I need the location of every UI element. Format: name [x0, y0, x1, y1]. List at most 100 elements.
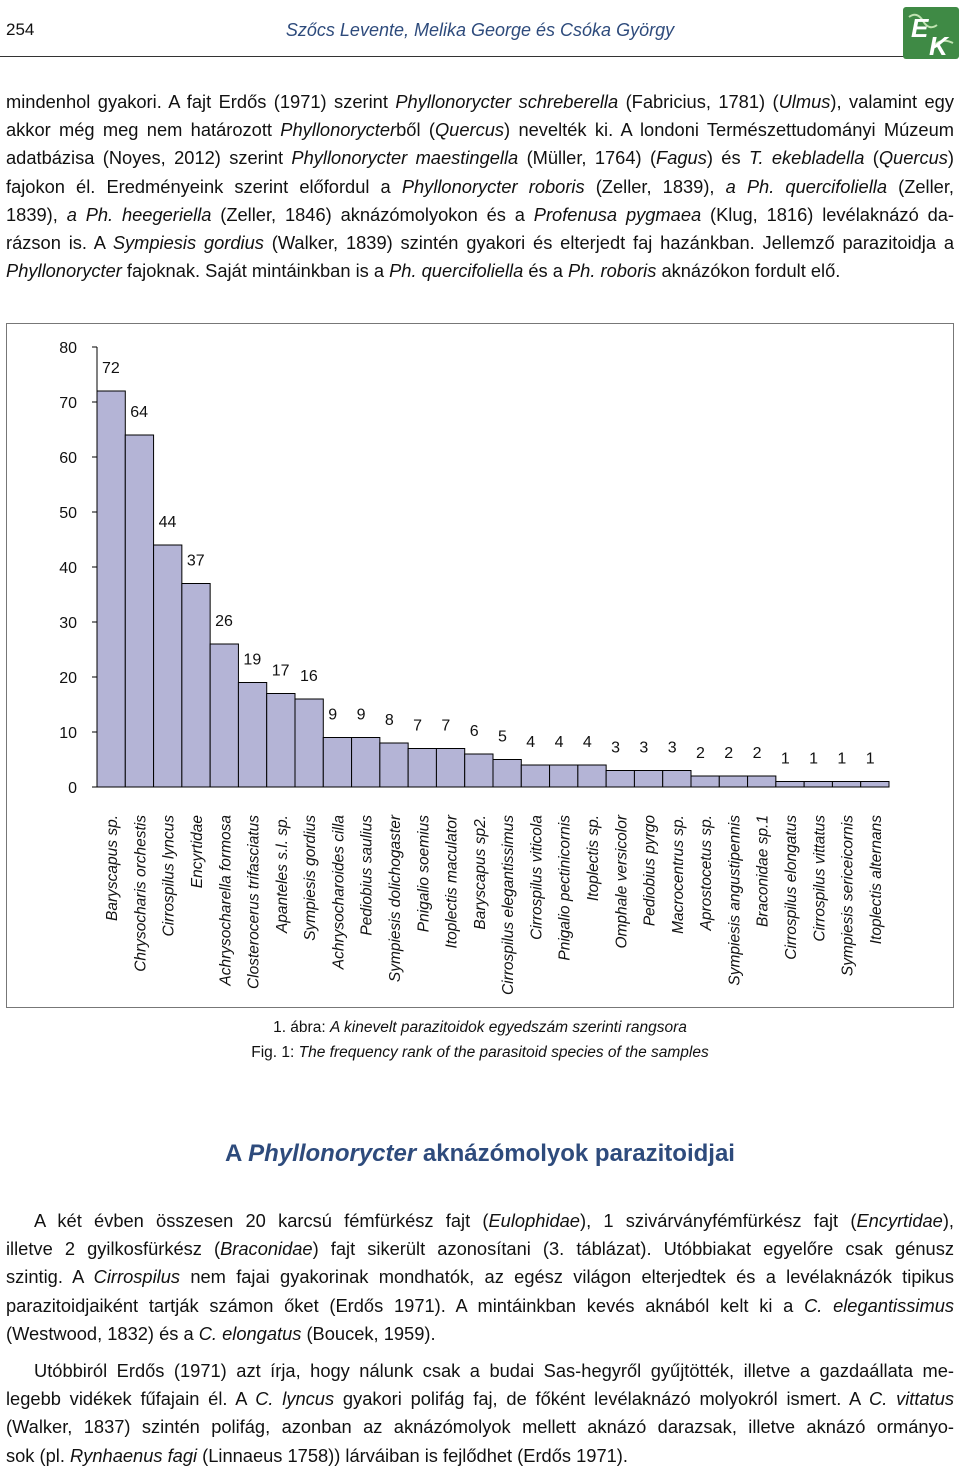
bar	[577, 764, 607, 788]
italic-term: Ulmus	[778, 91, 831, 112]
text-run: rázson is. A	[6, 231, 113, 253]
category-label: Sympiesis sericeicornis	[840, 815, 857, 976]
text-line: Phyllonorycter fajoknak. Saját mintáinkb…	[6, 257, 954, 285]
text-run: legebb vidékek fűfajain él. A	[6, 1388, 256, 1410]
data-label: 1	[809, 751, 818, 768]
data-label: 6	[470, 723, 479, 740]
data-label: 7	[413, 718, 422, 735]
bar	[492, 759, 522, 788]
data-label: 72	[102, 360, 120, 377]
body-paragraph-1: A két évben összesen 20 karcsú fémfürkés…	[6, 1207, 954, 1348]
page-number: 254	[6, 20, 35, 39]
text-run: (Walker, 1839) szintén gyakori és elterj…	[263, 231, 954, 253]
data-label: 3	[611, 740, 620, 757]
text-line: mindenhol gyakori. A fajt Erdős (1971) s…	[6, 88, 954, 116]
header-rule	[0, 56, 905, 57]
italic-term: Encyrtidae	[856, 1210, 943, 1231]
text-line: legebb vidékek fűfajain él. A C. lyncus …	[6, 1385, 954, 1413]
text-run: adatbázisa (Noyes, 2012) szerint	[6, 147, 292, 169]
text-run: illetve 2 gyilkosfürkész (	[6, 1238, 221, 1260]
text-run: (Zeller, 1846) aknázómolyokon és a	[211, 203, 534, 225]
text-run: A két évben összesen 20 karcsú fémfürkés…	[34, 1210, 489, 1231]
italic-term: C. lyncus	[255, 1388, 335, 1410]
bar	[605, 770, 635, 788]
bar	[549, 764, 579, 788]
data-label: 9	[328, 707, 337, 724]
category-label: Itoplectis maculator	[444, 814, 461, 948]
data-label: 7	[441, 718, 450, 735]
text-run: (Müller, 1764) (	[518, 147, 657, 169]
category-label: Chrysocharis orchestis	[132, 815, 149, 972]
text-run: ), valamint egy	[830, 91, 954, 112]
category-label: Encyrtidae	[189, 815, 206, 889]
italic-term: Phyllonorycter schreberella	[395, 91, 619, 112]
text-run: parazitoidjaiként tartják számon őket (E…	[6, 1294, 805, 1316]
category-label: Aprostocetus sp.	[698, 815, 715, 931]
caption-hu-prefix: 1. ábra:	[273, 1019, 330, 1036]
italic-term: T. ekebladella	[748, 147, 865, 169]
category-label: Closterocerus trifasciatus	[246, 815, 263, 989]
category-label: Baryscapus sp2.	[472, 815, 489, 930]
bar	[464, 753, 494, 788]
text-line: 1839), a Ph. heegeriella (Zeller, 1846) …	[6, 201, 954, 229]
data-label: 4	[555, 734, 564, 751]
section-heading-italic: Phyllonorycter	[248, 1140, 417, 1167]
text-line: rázson is. A Sympiesis gordius (Walker, …	[6, 229, 954, 257]
text-run: gyakori polifág faj, de főként levélakná…	[334, 1388, 870, 1410]
bar	[662, 770, 692, 788]
bar	[407, 748, 437, 788]
category-label: Achrysocharoides cilla	[330, 815, 347, 971]
text-line: A két évben összesen 20 karcsú fémfürkés…	[6, 1207, 954, 1235]
italic-term: Cirrospilus	[93, 1266, 181, 1288]
category-label: Pnigalio pectinicornis	[557, 815, 574, 961]
text-run: fajokon él. Eredményeink szerint előford…	[6, 175, 402, 197]
category-label: Cirrospilus vittatus	[811, 815, 828, 942]
text-line: illetve 2 gyilkosfürkész (Braconidae) fa…	[6, 1235, 954, 1263]
data-label: 44	[159, 514, 177, 531]
text-line: (Walker, 1837) szintén polifág, azonban …	[6, 1413, 954, 1441]
text-run: és a	[523, 260, 568, 282]
bar	[294, 698, 324, 788]
data-label: 1	[781, 751, 790, 768]
text-line: fajokon él. Eredményeink szerint előford…	[6, 173, 954, 201]
category-label: Baryscapus sp.	[104, 815, 121, 921]
intro-paragraph: mindenhol gyakori. A fajt Erdős (1971) s…	[6, 88, 954, 285]
data-label: 4	[526, 734, 535, 751]
text-run: ből (	[396, 119, 435, 141]
text-line: sok (pl. Rynhaenus fagi (Linnaeus 1758))…	[6, 1442, 954, 1470]
text-run: aknázókon fordult elő.	[656, 260, 841, 282]
figure-1-chart-frame: 0 10 20 30 40 50 60 70 80 72 Baryscapus sp. 64 Chrys…	[6, 323, 954, 1008]
text-run: (Zeller, 1839),	[584, 175, 726, 197]
text-run: ) fajt sikerült azonosítani (3. táblázat…	[312, 1238, 954, 1260]
italic-term: Phyllonorycter	[6, 260, 122, 282]
y-tick-label: 60	[59, 450, 77, 467]
y-tick-label: 70	[59, 395, 77, 412]
y-tick-label: 20	[59, 670, 77, 687]
italic-term: Sympiesis gordius	[112, 231, 264, 253]
data-label: 3	[668, 740, 677, 757]
running-header-authors: Szőcs Levente, Melika George és Csóka Gy…	[285, 20, 675, 40]
journal-logo: E K	[903, 7, 959, 59]
category-label: Cirrospilus viticola	[528, 815, 545, 940]
text-line: akkor még meg nem határozott Phyllonoryc…	[6, 116, 954, 144]
bar	[690, 775, 720, 788]
category-label: Pediobius pyrgo	[642, 815, 659, 927]
text-run: akkor még meg nem határozott	[6, 119, 281, 141]
category-label: Pediobius saulius	[359, 815, 376, 936]
text-run: mindenhol gyakori. A fajt Erdős (1971) s…	[6, 91, 396, 112]
caption-hu-text: A kinevelt parazitoidok egyedszám szerin…	[329, 1019, 687, 1036]
bar	[747, 775, 777, 788]
category-label: Cirrospilus elegantissimus	[500, 815, 517, 995]
bar	[435, 748, 466, 788]
text-line: Utóbbiról Erdős (1971) azt írja, hogy ná…	[6, 1357, 954, 1385]
figure-caption-hu: 1. ábra: A kinevelt parazitoidok egyedsz…	[0, 1019, 960, 1037]
bar	[379, 742, 409, 788]
bar	[322, 737, 353, 788]
text-run: (Fabricius, 1781) (	[618, 91, 779, 112]
text-run: (	[864, 147, 879, 169]
section-heading-prefix: A	[225, 1140, 249, 1167]
text-run: sok (pl.	[6, 1444, 71, 1466]
caption-en-prefix: Fig. 1:	[251, 1044, 299, 1061]
svg-text:E: E	[911, 13, 929, 43]
